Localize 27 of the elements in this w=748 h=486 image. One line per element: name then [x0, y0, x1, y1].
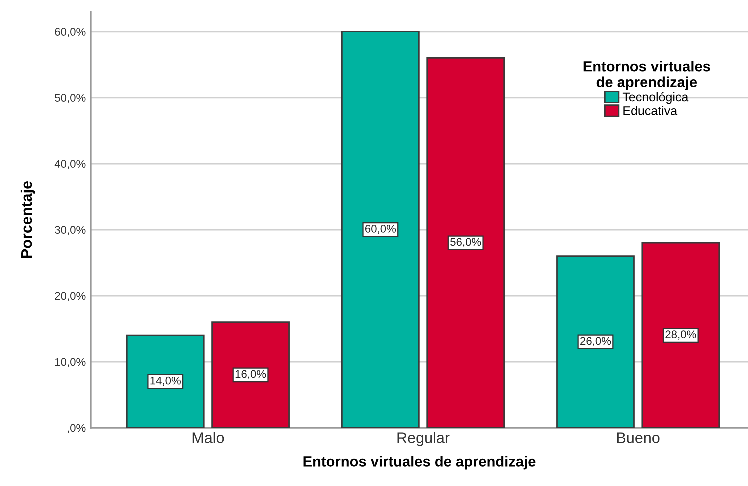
y-tick-label: 20,0% — [55, 292, 86, 302]
data-label: 26,0% — [580, 337, 612, 346]
bar — [556, 256, 635, 428]
x-tick-label: Regular — [398, 432, 450, 446]
y-tick-label: 40,0% — [54, 160, 86, 170]
legend-label: Educativa — [624, 106, 678, 116]
data-label: 56,0% — [450, 238, 482, 248]
y-tick-label: ,0% — [68, 424, 86, 434]
legend-title: Entornos virtuales de aprendizaje — [584, 61, 710, 90]
bar — [341, 31, 420, 428]
data-label: 60,0% — [365, 225, 396, 234]
x-axis-title: Entornos virtuales de aprendizaje — [304, 456, 536, 470]
bar — [212, 322, 290, 428]
data-label: 14,0% — [150, 376, 181, 386]
y-tick-label: 10,0% — [55, 358, 86, 368]
x-tick-label: Malo — [192, 432, 224, 444]
data-label: 28,0% — [666, 330, 696, 340]
x-tick-label: Bueno — [617, 432, 660, 444]
y-tick-label: 30,0% — [55, 226, 86, 236]
bar — [426, 58, 506, 428]
y-tick-label: 60,0% — [55, 28, 86, 38]
bar — [126, 334, 205, 428]
legend-label: Tecnológica — [622, 92, 689, 104]
y-tick-label: 50,0% — [55, 94, 86, 104]
bar — [642, 242, 720, 428]
y-axis-title: Porcentaje — [20, 181, 36, 258]
data-label: 16,0% — [236, 370, 266, 380]
